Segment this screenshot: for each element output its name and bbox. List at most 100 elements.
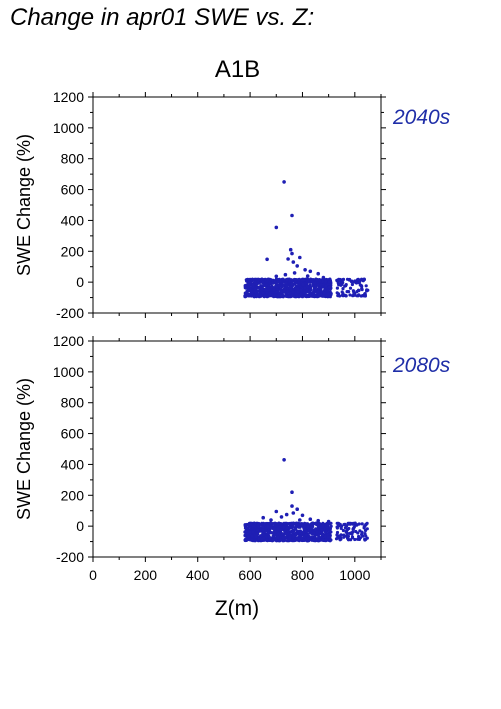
data-point xyxy=(346,534,350,538)
data-point xyxy=(268,293,272,297)
data-point xyxy=(288,285,292,290)
data-point xyxy=(269,521,273,525)
data-point xyxy=(243,286,247,290)
data-point xyxy=(281,536,286,540)
data-point xyxy=(314,288,318,292)
data-point xyxy=(261,515,266,520)
data-point xyxy=(243,533,247,538)
x-tick-label: 400 xyxy=(186,567,210,583)
data-point xyxy=(324,538,328,542)
y-tick-label: -200 xyxy=(56,305,84,321)
data-point xyxy=(303,268,307,272)
data-point xyxy=(362,277,366,281)
data-point xyxy=(282,458,286,462)
data-point xyxy=(305,274,310,278)
data-point xyxy=(316,518,321,523)
data-point xyxy=(257,286,261,290)
x-tick-label: 800 xyxy=(291,567,315,583)
data-point xyxy=(316,283,320,287)
data-point xyxy=(312,281,316,285)
data-point xyxy=(357,293,361,297)
data-point xyxy=(291,511,296,515)
data-point xyxy=(252,294,256,298)
data-point xyxy=(264,288,268,292)
data-point xyxy=(357,522,361,526)
data-point xyxy=(343,284,347,288)
data-point xyxy=(282,180,286,184)
data-point xyxy=(300,513,305,518)
x-axis-title: Z(m) xyxy=(215,597,259,620)
data-point xyxy=(282,525,286,530)
data-point xyxy=(360,522,364,526)
data-point xyxy=(243,538,247,542)
data-point xyxy=(263,294,267,298)
data-point xyxy=(276,280,280,284)
data-point xyxy=(246,535,250,539)
data-point xyxy=(301,282,305,287)
data-point xyxy=(306,294,310,299)
data-point xyxy=(270,293,274,297)
data-point xyxy=(285,284,289,288)
y-tick-label: 0 xyxy=(76,518,84,534)
y-tick-label: 200 xyxy=(61,487,85,503)
data-point xyxy=(347,278,352,282)
data-point xyxy=(286,257,290,261)
data-point xyxy=(290,213,294,218)
data-point xyxy=(344,524,349,528)
data-point xyxy=(267,288,271,292)
period-label-2040s: 2040s xyxy=(393,106,451,129)
data-point xyxy=(268,536,273,540)
data-point xyxy=(364,537,368,542)
data-point xyxy=(350,282,354,287)
data-point xyxy=(261,280,265,284)
data-point xyxy=(266,531,270,535)
data-point xyxy=(264,535,268,539)
data-point xyxy=(256,523,260,528)
data-point xyxy=(299,531,303,535)
data-point xyxy=(308,291,313,295)
y-tick-label: 1200 xyxy=(53,333,84,349)
data-point xyxy=(260,537,264,542)
data-point xyxy=(290,490,294,495)
data-point xyxy=(366,288,370,292)
y-tick-label: 400 xyxy=(61,212,85,228)
data-point xyxy=(284,294,288,298)
data-point xyxy=(280,532,284,536)
data-point xyxy=(296,287,300,291)
y-tick-label: 1000 xyxy=(53,120,84,136)
data-point xyxy=(342,293,346,297)
data-point xyxy=(335,286,339,290)
data-point xyxy=(257,537,261,542)
data-point xyxy=(326,292,330,296)
data-point xyxy=(323,288,327,292)
data-point xyxy=(303,524,307,528)
data-point xyxy=(293,527,298,531)
data-point xyxy=(344,530,348,534)
data-point xyxy=(283,272,288,277)
y-tick-label: 800 xyxy=(61,151,85,167)
data-point xyxy=(269,531,273,535)
y-tick-label: 800 xyxy=(61,395,85,411)
data-point xyxy=(290,504,294,508)
page-title: Change in apr01 SWE vs. Z: xyxy=(10,4,315,31)
data-point xyxy=(244,529,248,533)
data-point xyxy=(256,289,260,293)
data-point xyxy=(274,225,279,230)
data-point xyxy=(294,536,299,540)
data-point xyxy=(303,293,307,298)
data-point xyxy=(341,528,345,533)
data-point xyxy=(274,509,279,514)
data-point xyxy=(327,280,331,284)
data-point xyxy=(250,534,254,538)
data-point xyxy=(300,278,304,282)
data-point xyxy=(357,534,361,539)
data-point xyxy=(309,288,313,292)
data-point xyxy=(335,530,340,535)
data-point xyxy=(335,526,339,530)
data-point xyxy=(290,539,294,543)
data-point xyxy=(271,538,275,542)
data-point xyxy=(279,294,283,299)
data-point xyxy=(259,293,263,297)
period-label-2080s: 2080s xyxy=(393,354,451,377)
